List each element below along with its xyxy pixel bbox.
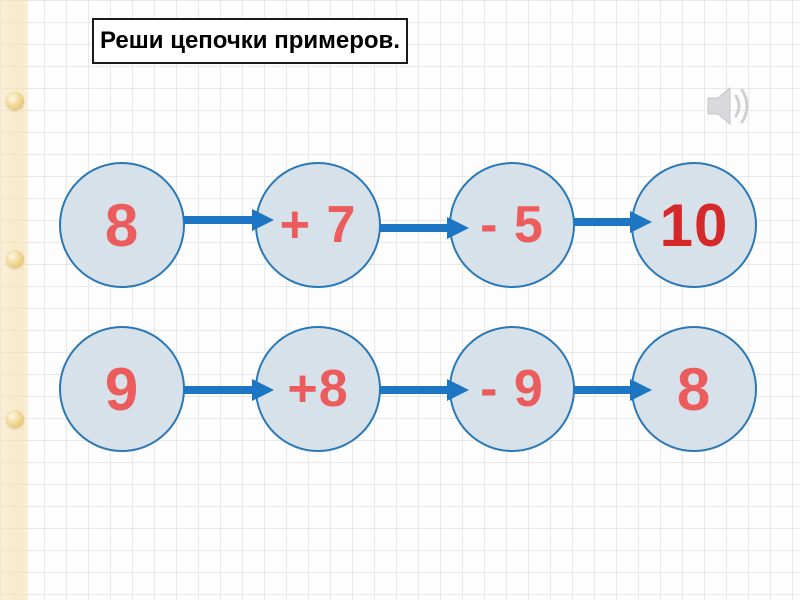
arrow-head <box>630 379 652 401</box>
chain-node-label: + 7 <box>280 195 357 255</box>
arrow-head <box>447 379 469 401</box>
chain-node-label: +8 <box>287 359 348 419</box>
arrow-shaft <box>184 216 254 224</box>
title-box: Реши цепочки примеров. <box>92 18 408 64</box>
arrow-head <box>252 379 274 401</box>
arrow-head <box>447 217 469 239</box>
arrow-shaft <box>380 224 449 232</box>
arrow-shaft <box>574 218 632 226</box>
arrow-shaft <box>574 386 632 394</box>
arrow-head <box>630 211 652 233</box>
decorative-dot <box>6 410 24 428</box>
title-text: Реши цепочки примеров. <box>100 27 400 55</box>
chain-node-label: 9 <box>105 355 139 424</box>
arrow-shaft <box>184 386 254 394</box>
decorative-left-strip <box>0 0 28 600</box>
chain-node: 9 <box>59 326 185 452</box>
chain-node-label: 10 <box>660 191 729 260</box>
decorative-dot <box>6 92 24 110</box>
decorative-dot <box>6 250 24 268</box>
chain-node-label: - 9 <box>480 359 544 419</box>
chain-node-label: 8 <box>677 355 711 424</box>
arrow-shaft <box>380 386 449 394</box>
chain-node-label: 8 <box>105 191 139 260</box>
grid-background <box>0 0 800 600</box>
speaker-icon <box>700 78 756 134</box>
chain-node-label: - 5 <box>480 195 544 255</box>
arrow-head <box>252 209 274 231</box>
chain-node: 8 <box>59 162 185 288</box>
